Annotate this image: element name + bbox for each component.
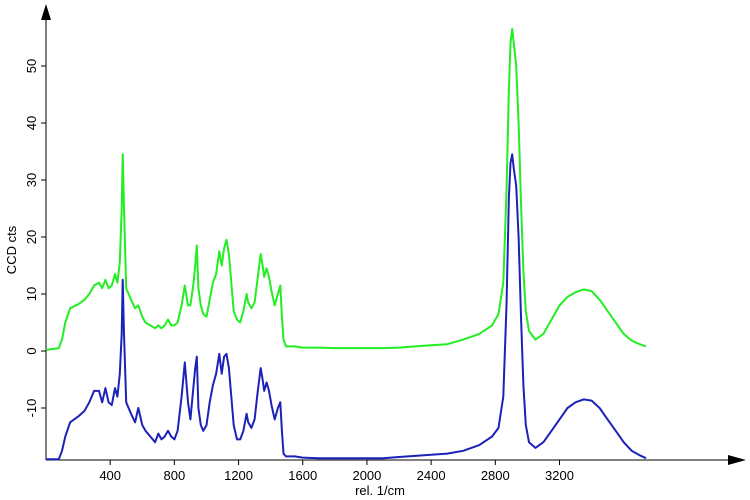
y-axis-label: CCD cts xyxy=(4,225,19,274)
y-tick-label: 20 xyxy=(24,230,39,244)
series-lines xyxy=(45,27,647,461)
series-line-green xyxy=(45,27,647,351)
x-axis-arrow xyxy=(728,455,746,465)
y-tick-label: 10 xyxy=(24,287,39,301)
x-tick-label: 2000 xyxy=(352,468,381,483)
axes xyxy=(41,4,746,465)
y-tick-label: 0 xyxy=(24,347,39,354)
x-tick-label: 1600 xyxy=(288,468,317,483)
y-tick-label: 30 xyxy=(24,173,39,187)
y-tick-label: 50 xyxy=(24,59,39,73)
y-tick-label: -10 xyxy=(24,399,39,418)
x-axis-label: rel. 1/cm xyxy=(355,483,405,498)
x-tick-label: 2400 xyxy=(417,468,446,483)
series-line-blue xyxy=(46,153,647,461)
x-tick-label: 400 xyxy=(99,468,121,483)
x-tick-label: 3200 xyxy=(545,468,574,483)
x-tick-label: 2800 xyxy=(481,468,510,483)
x-tick-label: 800 xyxy=(164,468,186,483)
y-axis-arrow xyxy=(41,4,51,20)
y-tick-label: 40 xyxy=(24,116,39,130)
x-tick-label: 1200 xyxy=(224,468,253,483)
tick-marks: 400 800 1200 1600 2000 2400 2800 3200 -10 0 10 20 30… xyxy=(24,59,574,483)
